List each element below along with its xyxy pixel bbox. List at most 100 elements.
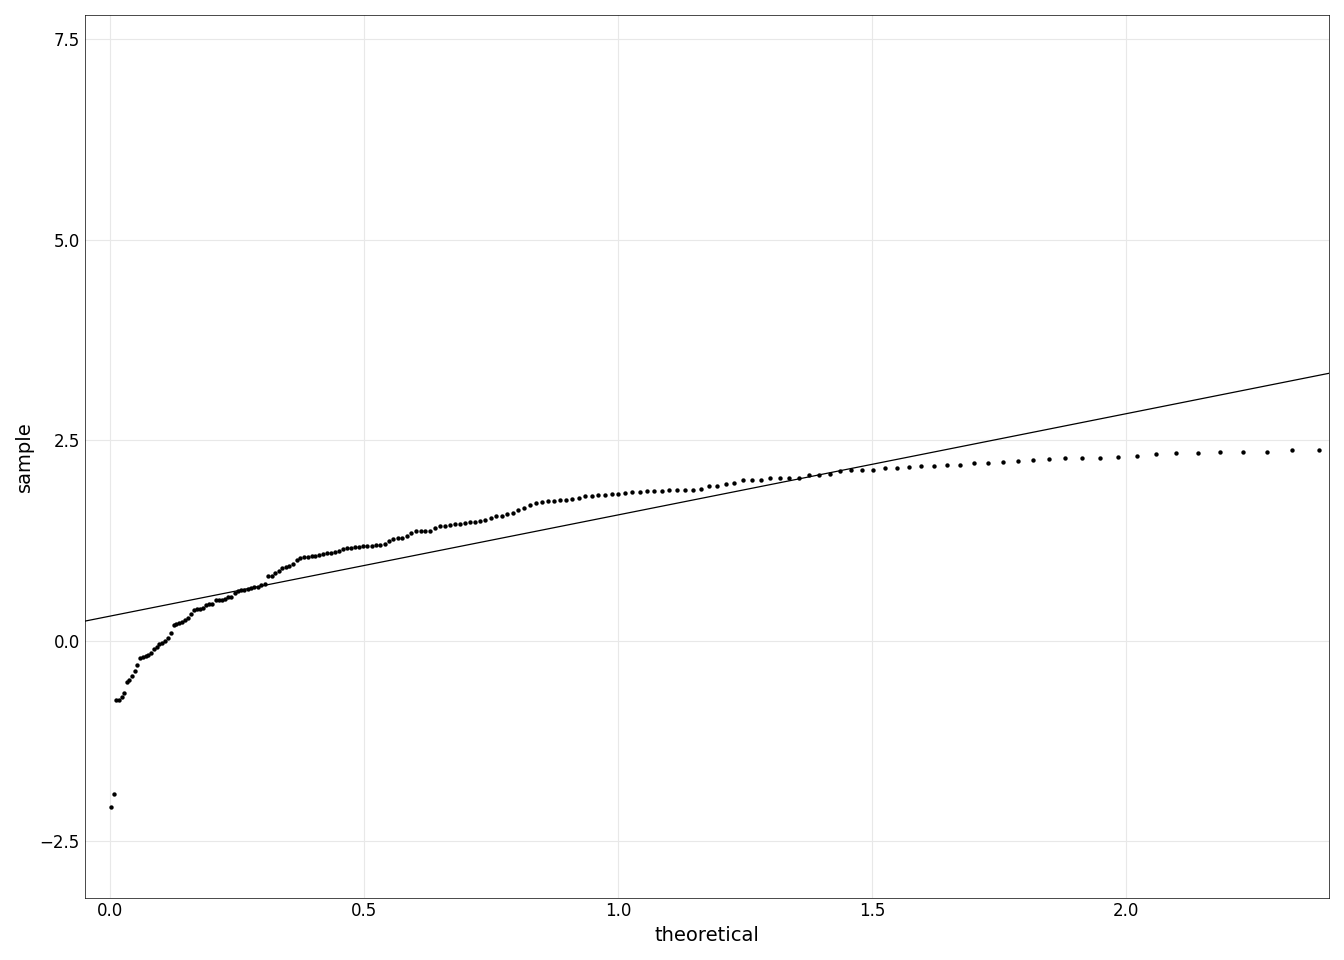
Point (305, 548, 327, 564)
Point (261, 568, 282, 584)
Point (438, 517, 460, 533)
Point (320, 545, 341, 561)
Point (1071, 450, 1093, 466)
Point (118, 672, 140, 687)
Point (1187, 444, 1208, 460)
X-axis label: theoretical: theoretical (655, 926, 759, 945)
Point (129, 651, 151, 666)
Point (689, 482, 711, 497)
Point (429, 518, 450, 534)
Point (715, 477, 737, 492)
Point (614, 485, 636, 500)
Point (778, 470, 800, 486)
Point (187, 602, 208, 617)
Point (562, 492, 583, 507)
Point (113, 685, 134, 701)
Point (103, 786, 125, 802)
Point (301, 548, 323, 564)
Point (208, 592, 230, 608)
Point (949, 457, 970, 472)
Point (348, 539, 370, 554)
Point (140, 646, 161, 661)
Point (165, 616, 187, 632)
Point (124, 663, 145, 679)
Point (195, 597, 216, 612)
Point (1210, 444, 1231, 460)
Point (644, 484, 665, 499)
Point (316, 545, 337, 561)
Point (513, 500, 535, 516)
Point (401, 526, 422, 541)
Point (601, 487, 622, 502)
Point (142, 641, 164, 657)
Point (977, 455, 999, 470)
Point (199, 596, 220, 612)
Point (937, 458, 958, 473)
Point (851, 463, 872, 478)
Point (789, 469, 810, 485)
Point (840, 463, 862, 478)
Point (1007, 453, 1028, 468)
Point (137, 648, 159, 663)
Point (282, 556, 304, 571)
Y-axis label: sample: sample (15, 420, 34, 492)
Point (1232, 444, 1254, 460)
Point (340, 540, 362, 556)
Point (607, 487, 629, 502)
Point (406, 523, 427, 539)
Point (1038, 451, 1059, 467)
Point (227, 584, 249, 599)
Point (157, 631, 179, 646)
Point (1126, 448, 1148, 464)
Point (234, 583, 255, 598)
Point (659, 482, 680, 497)
Point (192, 601, 214, 616)
Point (172, 614, 194, 630)
Point (254, 576, 276, 591)
Point (543, 493, 564, 509)
Point (214, 591, 235, 607)
Point (1055, 451, 1077, 467)
Point (1308, 442, 1329, 457)
Point (923, 459, 945, 474)
Point (218, 589, 239, 605)
Point (106, 693, 128, 708)
Point (175, 612, 196, 628)
Point (574, 488, 595, 503)
Point (569, 491, 590, 506)
Point (391, 530, 413, 545)
Point (220, 589, 242, 605)
Point (526, 495, 547, 511)
Point (332, 541, 353, 557)
Point (374, 536, 395, 551)
Point (168, 615, 190, 631)
Point (230, 583, 251, 598)
Point (110, 689, 132, 705)
Point (474, 513, 496, 528)
Point (496, 506, 517, 521)
Point (276, 559, 297, 574)
Point (818, 466, 840, 481)
Point (132, 650, 153, 665)
Point (1107, 449, 1129, 465)
Point (243, 580, 265, 595)
Point (594, 487, 616, 502)
Point (1336, 442, 1344, 457)
Point (555, 492, 577, 508)
Point (190, 601, 211, 616)
Point (297, 549, 319, 564)
Point (491, 508, 512, 523)
Point (742, 472, 763, 488)
Point (1165, 445, 1187, 461)
Point (898, 460, 919, 475)
Point (587, 488, 609, 503)
Point (271, 560, 293, 575)
Point (1089, 450, 1110, 466)
Point (732, 472, 754, 488)
Point (378, 533, 399, 548)
Point (650, 483, 672, 498)
Point (675, 482, 696, 497)
Point (224, 585, 246, 600)
Point (469, 513, 491, 528)
Point (237, 582, 258, 597)
